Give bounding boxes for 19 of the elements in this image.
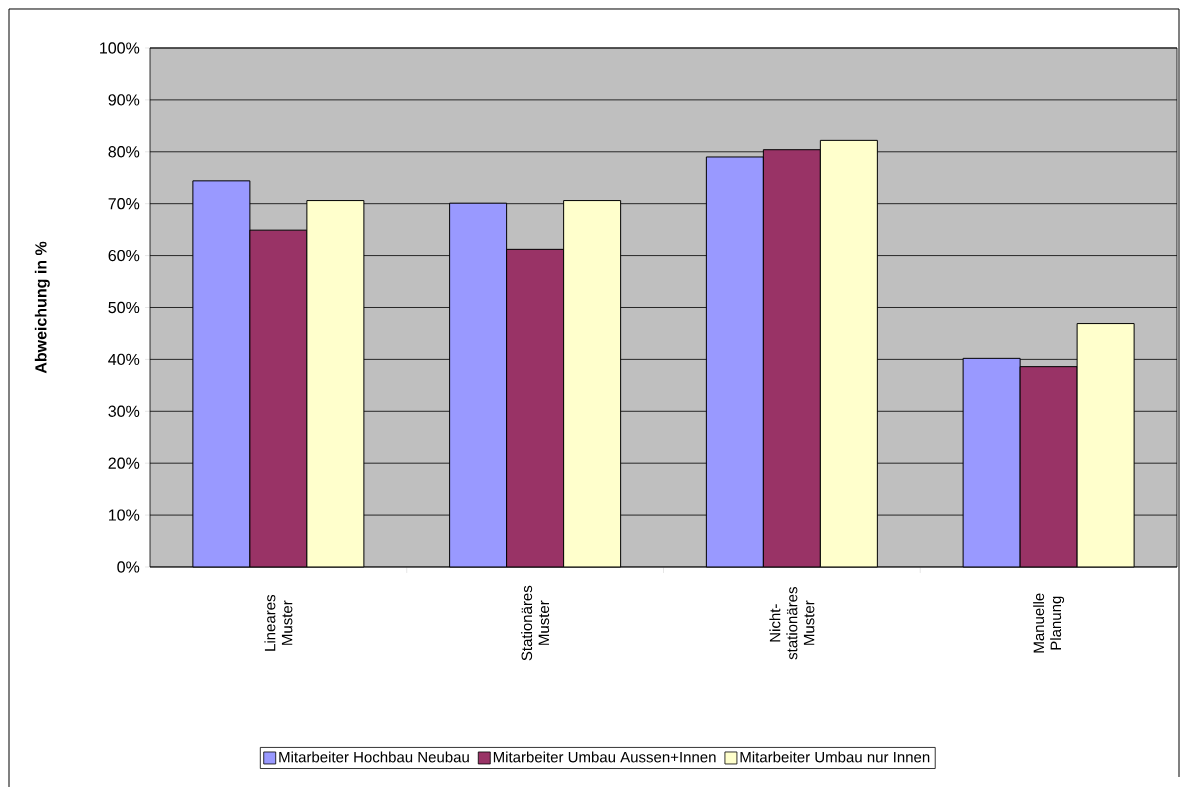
y-tick-label: 100% [100,42,140,54]
y-tick-label: 40% [108,353,140,366]
legend-label: Mitarbeiter Hochbau Neubau [279,751,469,763]
y-tick-label: 70% [108,198,140,210]
y-tick-label: 10% [109,509,140,521]
y-tick-label: 80% [108,146,140,158]
y-tick-label: 90% [108,94,140,106]
x-tick-label: Manuelle Planung [1033,593,1065,653]
y-tick-label: 0% [117,561,140,573]
x-tick-label: Stationäres Muster [521,585,550,661]
y-tick-label: 50% [108,301,140,314]
y-tick-label: 20% [108,457,140,469]
legend-label: Mitarbeiter Umbau Aussen+Innen [493,751,716,763]
y-axis-title: Abweichung in % [34,241,50,374]
x-tick-label: Lineares Muster [264,594,293,651]
y-tick-label: 30% [108,405,140,417]
x-tick-label: Nicht-stationäres Muster [769,587,815,660]
y-tick-label: 60% [108,249,140,262]
legend-label: Mitarbeiter Umbau nur Innen [740,751,930,763]
